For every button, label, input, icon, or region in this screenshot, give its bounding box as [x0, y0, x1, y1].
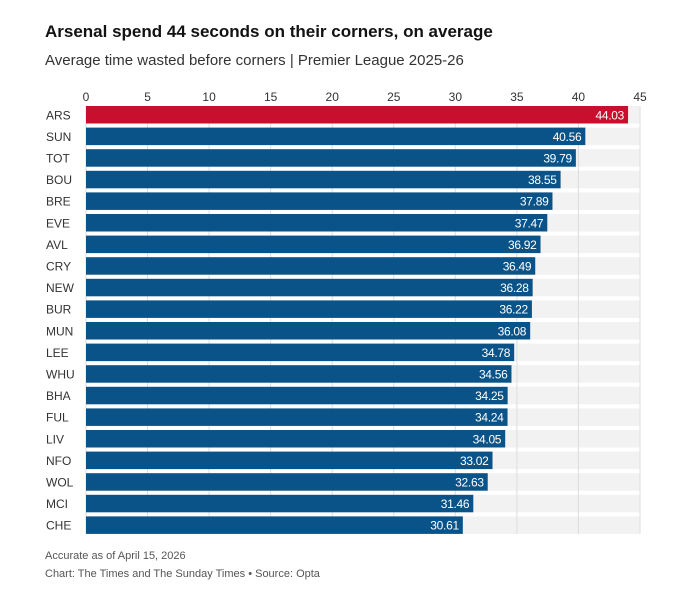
bar-bou	[86, 170, 561, 189]
value-label: 32.63	[455, 475, 484, 489]
value-label: 37.89	[520, 195, 549, 209]
category-label: MCI	[46, 497, 68, 511]
bar-ful	[86, 408, 508, 426]
value-label: 39.79	[543, 151, 572, 165]
chart-subtitle: Average time wasted before corners | Pre…	[45, 52, 464, 69]
category-label: FUL	[46, 411, 69, 425]
category-label: TOT	[46, 151, 70, 165]
bar-che	[86, 516, 463, 534]
x-tick-label: 15	[264, 90, 278, 104]
bar-nfo	[86, 451, 493, 470]
value-label: 36.28	[500, 281, 529, 295]
footer-note: Accurate as of April 15, 2026	[45, 550, 186, 562]
category-label: LEE	[46, 346, 69, 360]
bar-mun	[86, 322, 531, 340]
category-label: CRY	[46, 259, 71, 273]
footer-credit: Chart: The Times and The Sunday Times • …	[45, 568, 320, 580]
value-label: 34.56	[479, 367, 508, 381]
bar-eve	[86, 214, 548, 232]
x-tick-label: 0	[83, 90, 90, 104]
value-label: 34.05	[473, 432, 502, 446]
category-label: LIV	[46, 432, 64, 446]
category-label: NEW	[46, 281, 75, 295]
category-label: NFO	[46, 454, 71, 468]
value-label: 34.24	[475, 411, 504, 425]
value-label: 36.22	[499, 303, 528, 317]
x-tick-label: 35	[510, 90, 524, 104]
category-label: CHE	[46, 519, 71, 533]
bar-sun	[86, 127, 586, 146]
value-label: 31.46	[441, 497, 470, 511]
value-label: 34.78	[482, 346, 511, 360]
category-label: BOU	[46, 173, 72, 187]
bar-new	[86, 278, 533, 297]
category-label: AVL	[46, 238, 68, 252]
bar-wol	[86, 473, 488, 491]
bar-whu	[86, 365, 512, 383]
category-label: SUN	[46, 130, 71, 144]
value-label: 33.02	[460, 454, 489, 468]
bar-cry	[86, 257, 536, 275]
category-label: BUR	[46, 303, 72, 317]
value-label: 36.08	[498, 324, 527, 338]
x-tick-label: 45	[633, 90, 647, 104]
value-label: 38.55	[528, 173, 557, 187]
value-label: 40.56	[553, 130, 582, 144]
value-label: 34.25	[475, 389, 504, 403]
x-tick-label: 30	[449, 90, 463, 104]
value-label: 30.61	[430, 519, 459, 533]
category-label: BRE	[46, 195, 71, 209]
value-label: 36.92	[508, 238, 537, 252]
bar-lee	[86, 343, 515, 362]
bar-chart: 0 5 10 15 20 25 30 35 40 45 ARS 44.03 SUN 40.56 TOT 39.…	[46, 90, 647, 534]
bar-bur	[86, 300, 532, 318]
chart-title: Arsenal spend 44 seconds on their corner…	[45, 22, 493, 41]
category-label: BHA	[46, 389, 71, 403]
category-label: WHU	[46, 367, 75, 381]
bar-liv	[86, 430, 506, 448]
x-tick-label: 5	[144, 90, 151, 104]
value-label: 37.47	[515, 216, 544, 230]
x-tick-label: 40	[572, 90, 586, 104]
bar-bha	[86, 386, 508, 405]
category-label: EVE	[46, 216, 70, 230]
x-tick-label: 10	[202, 90, 216, 104]
bar-avl	[86, 235, 541, 254]
bar-tot	[86, 149, 576, 167]
bar-mci	[86, 494, 474, 513]
category-label: ARS	[46, 108, 71, 122]
bar-bre	[86, 192, 553, 210]
category-label: MUN	[46, 324, 73, 338]
bar-ars	[86, 106, 629, 124]
value-label: 36.49	[503, 259, 532, 273]
x-tick-label: 25	[387, 90, 401, 104]
value-label: 44.03	[596, 108, 625, 122]
x-tick-label: 20	[326, 90, 340, 104]
category-label: WOL	[46, 475, 74, 489]
